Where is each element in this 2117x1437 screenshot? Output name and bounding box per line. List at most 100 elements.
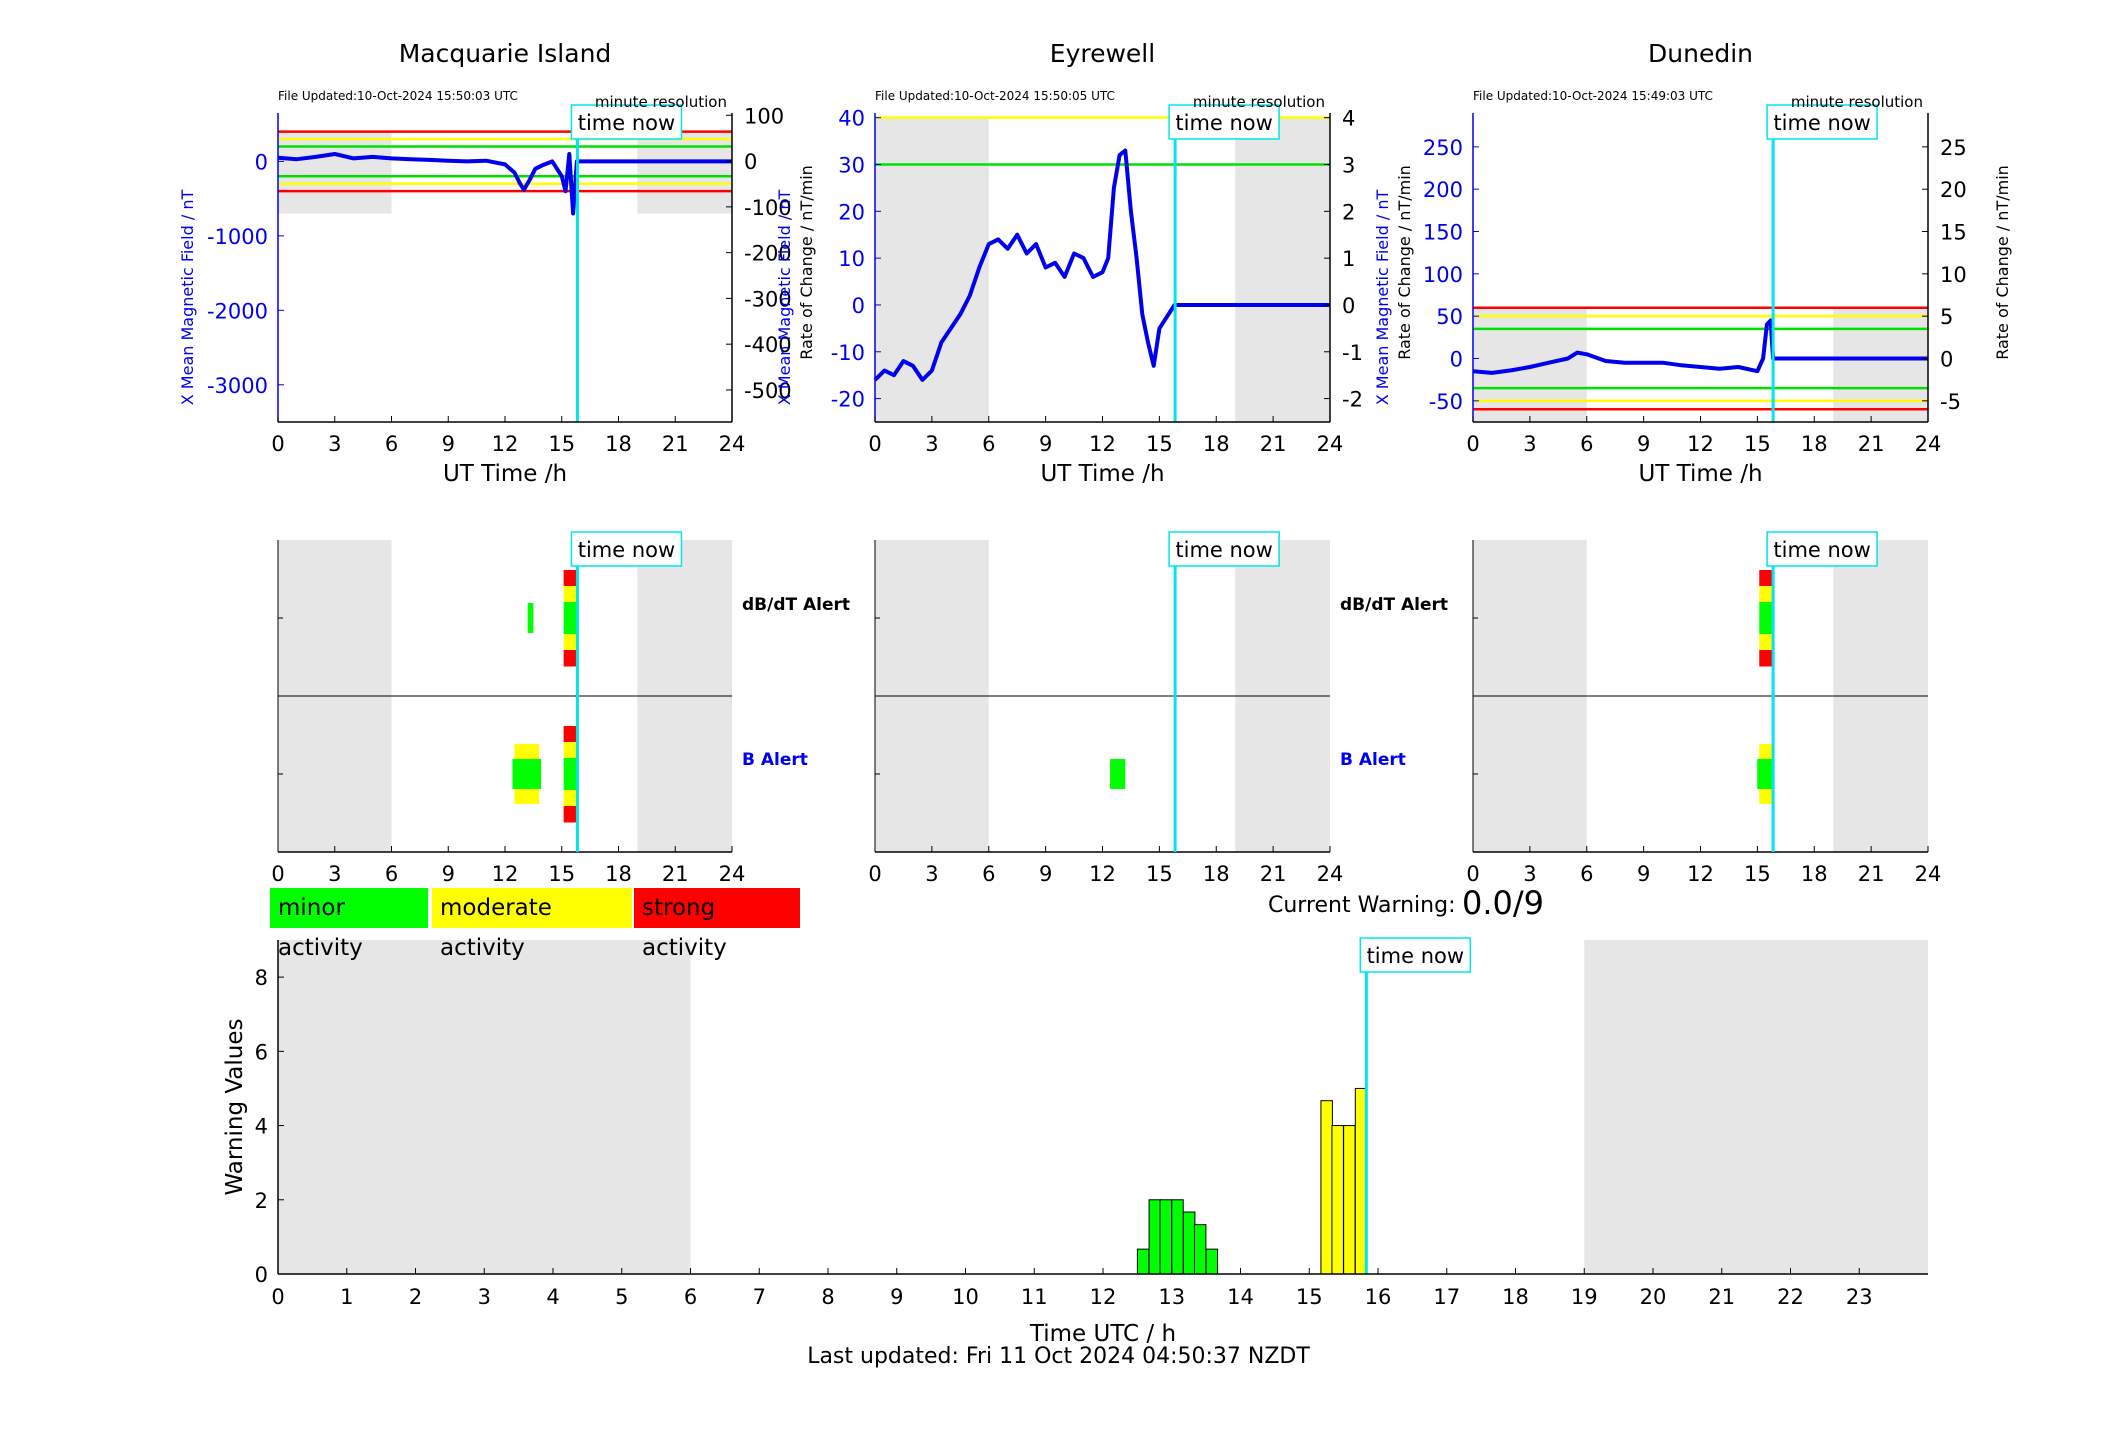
y-tick-label-right: 20 <box>1940 178 1967 202</box>
x-axis-label: Time UTC / h <box>1029 1321 1176 1347</box>
night-shading <box>278 131 392 214</box>
warning-bar <box>1205 1248 1219 1275</box>
x-tick-label: 18 <box>1801 862 1828 886</box>
y-tick-label: 8 <box>255 966 268 990</box>
y-tick-label-left: -20 <box>831 388 865 412</box>
warning-bar <box>1159 1199 1173 1275</box>
y-axis-label-right: Rate of Change / nT/min <box>1993 165 2012 360</box>
x-tick-label: 15 <box>1296 1285 1323 1309</box>
x-tick-label: 6 <box>684 1285 697 1309</box>
x-tick-label: 24 <box>719 432 746 456</box>
x-tick-label: 12 <box>1687 432 1714 456</box>
alert-dbdt-segment <box>1759 634 1773 651</box>
y-axis-label-left: X Mean Magnetic Field / nT <box>178 190 197 406</box>
x-tick-label: 3 <box>328 432 341 456</box>
x-tick-label: 7 <box>753 1285 766 1309</box>
alert-b-segment <box>563 774 577 791</box>
x-tick-label: 18 <box>605 432 632 456</box>
alert-dbdt-segment <box>563 618 577 635</box>
x-tick-label: 21 <box>1858 432 1885 456</box>
station-title: Dunedin <box>1648 39 1753 68</box>
y-tick-label: 0 <box>255 1263 268 1287</box>
time-now-box <box>1359 937 1472 973</box>
x-tick-label: 9 <box>442 862 455 886</box>
dbdt-alert-label: dB/dT Alert <box>1340 595 1448 615</box>
y-axis-label-right: Rate of Change / nT/min <box>797 165 816 360</box>
y-tick-label-left: 40 <box>838 107 865 131</box>
y-tick-label: 2 <box>255 1189 268 1213</box>
x-tick-label: 24 <box>719 862 746 886</box>
x-axis-label: UT Time /h <box>1638 461 1762 487</box>
time-now-box <box>1168 104 1280 140</box>
warning-bar <box>1148 1199 1162 1275</box>
resolution-label: minute resolution <box>1193 93 1325 111</box>
warning-bar <box>1320 1100 1333 1275</box>
x-tick-label: 3 <box>478 1285 491 1309</box>
x-tick-label: 6 <box>982 432 995 456</box>
x-tick-label: 21 <box>1858 862 1885 886</box>
x-tick-label: 15 <box>1146 432 1173 456</box>
y-tick-label-right: 0 <box>1940 348 1953 372</box>
y-tick-label-right: 10 <box>1940 263 1967 287</box>
y-tick-label-right: -400 <box>744 333 792 357</box>
x-tick-label: 6 <box>385 862 398 886</box>
x-tick-label: 0 <box>271 1285 284 1309</box>
dbdt-alert-label: dB/dT Alert <box>742 595 850 615</box>
alert-dbdt-segment <box>563 650 577 667</box>
x-tick-label: 23 <box>1846 1285 1873 1309</box>
x-tick-label: 6 <box>1580 432 1593 456</box>
file-updated-label: File Updated:10-Oct-2024 15:49:03 UTC <box>1473 89 1713 103</box>
x-tick-label: 5 <box>615 1285 628 1309</box>
x-tick-label: 21 <box>1708 1285 1735 1309</box>
x-tick-label: 13 <box>1158 1285 1185 1309</box>
x-tick-label: 1 <box>340 1285 353 1309</box>
x-tick-label: 9 <box>442 432 455 456</box>
y-axis-label-left: X Mean Magnetic Field / nT <box>775 190 794 406</box>
alert-dbdt-segment <box>527 603 534 633</box>
b-alert-label: B Alert <box>742 750 808 770</box>
y-tick-label-right: 0 <box>744 150 757 174</box>
x-tick-label: 14 <box>1227 1285 1254 1309</box>
current-warning-label: Current Warning: <box>1268 893 1456 918</box>
x-tick-label: 20 <box>1640 1285 1667 1309</box>
x-tick-label: 21 <box>1260 862 1287 886</box>
x-tick-label: 21 <box>662 862 689 886</box>
x-tick-label: 17 <box>1433 1285 1460 1309</box>
x-tick-label: 9 <box>890 1285 903 1309</box>
alert-dbdt-segment <box>1759 602 1773 619</box>
file-updated-label: File Updated:10-Oct-2024 15:50:03 UTC <box>278 89 518 103</box>
x-tick-label: 10 <box>952 1285 979 1309</box>
file-updated-label: File Updated:10-Oct-2024 15:50:05 UTC <box>875 89 1115 103</box>
alert-dbdt-segment <box>1759 618 1773 635</box>
x-tick-label: 3 <box>925 432 938 456</box>
x-tick-label: 3 <box>328 862 341 886</box>
y-axis-label-left: X Mean Magnetic Field / nT <box>1373 190 1392 406</box>
x-tick-label: 18 <box>1502 1285 1529 1309</box>
x-tick-label: 2 <box>409 1285 422 1309</box>
legend-moderate: moderate activity <box>432 888 632 961</box>
night-shading <box>1833 307 1928 422</box>
warning-bar <box>1136 1248 1150 1275</box>
time-now-label: time now <box>1773 538 1870 562</box>
time-now-box <box>1168 531 1280 567</box>
alert-b-segment <box>563 742 577 759</box>
y-tick-label-right: 15 <box>1940 221 1967 245</box>
alert-b-segment <box>563 758 577 775</box>
y-tick-label-left: -1000 <box>207 225 268 249</box>
warning-bar <box>1182 1211 1196 1275</box>
y-tick-label-right: -2 <box>1342 388 1363 412</box>
alert-b-segment <box>563 806 577 823</box>
x-tick-label: 0 <box>868 862 881 886</box>
x-tick-label: 18 <box>1203 862 1230 886</box>
x-tick-label: 21 <box>1260 432 1287 456</box>
x-tick-label: 0 <box>868 432 881 456</box>
y-tick-label-left: 200 <box>1423 178 1463 202</box>
night-shading <box>637 131 732 214</box>
station-title: Macquarie Island <box>399 39 612 68</box>
alert-b-segment <box>563 726 577 743</box>
warning-bar <box>1343 1125 1356 1275</box>
y-axis-label: Warning Values <box>222 1018 248 1195</box>
y-tick-label-left: -2000 <box>207 299 268 323</box>
x-tick-label: 9 <box>1637 862 1650 886</box>
